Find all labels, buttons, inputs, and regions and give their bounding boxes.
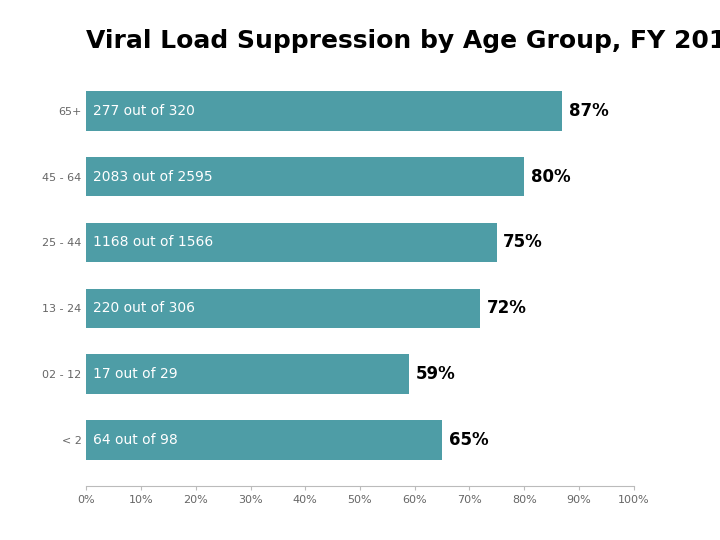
Bar [86,157,524,197]
Text: 17 out of 29: 17 out of 29 [93,367,178,381]
Text: 1168 out of 1566: 1168 out of 1566 [93,235,213,249]
Bar [86,288,480,328]
Text: Viral Load Suppression by Age Group, FY 2016: Viral Load Suppression by Age Group, FY … [86,29,720,53]
Text: 72%: 72% [487,299,527,318]
Bar [86,420,442,460]
Text: 277 out of 320: 277 out of 320 [93,104,195,118]
Text: 87%: 87% [569,102,609,120]
Text: 2083 out of 2595: 2083 out of 2595 [93,170,212,184]
Text: 59%: 59% [416,365,456,383]
Text: 64 out of 98: 64 out of 98 [93,433,178,447]
Bar [86,354,409,394]
Text: 220 out of 306: 220 out of 306 [93,301,195,315]
Text: 75%: 75% [503,233,543,252]
Text: 65%: 65% [449,431,488,449]
Bar [86,91,562,131]
Bar [86,222,497,262]
Text: 80%: 80% [531,168,570,186]
